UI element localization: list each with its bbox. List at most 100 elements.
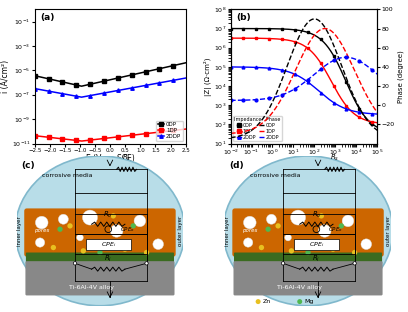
0DP <box>246 27 251 31</box>
FancyBboxPatch shape <box>86 239 131 250</box>
0DP <box>334 59 339 63</box>
2DDP <box>375 112 380 116</box>
2DDP <box>183 76 188 80</box>
Circle shape <box>339 223 344 229</box>
Circle shape <box>244 216 256 229</box>
Text: $R_s$: $R_s$ <box>122 153 131 163</box>
1DP <box>122 134 126 138</box>
Circle shape <box>97 250 103 255</box>
Text: inner layer: inner layer <box>17 216 22 246</box>
Circle shape <box>58 214 69 224</box>
Circle shape <box>305 250 311 255</box>
Circle shape <box>244 238 253 247</box>
Text: $R_o$: $R_o$ <box>312 210 321 220</box>
Circle shape <box>266 227 271 232</box>
0DP <box>59 80 64 84</box>
0DP <box>71 83 76 86</box>
1DP <box>335 90 340 94</box>
X-axis label: E (V vs. SCE): E (V vs. SCE) <box>86 154 135 163</box>
FancyBboxPatch shape <box>294 239 339 250</box>
Circle shape <box>319 213 324 219</box>
1DP <box>320 65 325 68</box>
Circle shape <box>285 234 291 241</box>
Circle shape <box>297 299 302 304</box>
1DP <box>183 127 188 131</box>
2DDP <box>228 65 233 69</box>
Circle shape <box>58 227 63 232</box>
1DP <box>133 133 138 137</box>
Text: outer layer: outer layer <box>386 216 391 246</box>
1DP <box>228 36 233 40</box>
Circle shape <box>361 239 372 250</box>
2DDP <box>59 92 64 95</box>
Circle shape <box>282 262 285 265</box>
1DP <box>32 134 37 138</box>
Text: $CPE_i$: $CPE_i$ <box>309 240 324 249</box>
0DP <box>183 61 188 65</box>
Y-axis label: |Z| (Ω·cm²): |Z| (Ω·cm²) <box>204 57 213 96</box>
Text: $CPE_o$: $CPE_o$ <box>120 225 135 234</box>
Circle shape <box>51 245 56 250</box>
2DDP <box>122 87 126 91</box>
Circle shape <box>110 225 123 237</box>
Circle shape <box>308 242 315 250</box>
1DP <box>101 137 106 140</box>
Legend: 0DP, 1DP, 2DDP: 0DP, 1DP, 2DDP <box>156 121 183 141</box>
Y-axis label: i (A/cm²): i (A/cm²) <box>1 60 10 93</box>
FancyBboxPatch shape <box>26 252 174 264</box>
Circle shape <box>353 262 356 265</box>
0DP <box>276 27 281 31</box>
Circle shape <box>100 242 107 250</box>
Text: pores: pores <box>34 227 50 232</box>
0DP <box>101 80 106 83</box>
Circle shape <box>259 245 264 250</box>
1DP <box>375 121 380 124</box>
Text: $R_o$: $R_o$ <box>104 210 113 220</box>
0DP <box>228 27 233 30</box>
Text: $R_i$: $R_i$ <box>104 254 112 264</box>
Text: Zn: Zn <box>262 299 271 304</box>
Circle shape <box>290 210 306 225</box>
0DP <box>32 74 37 78</box>
1DP <box>334 89 339 93</box>
Circle shape <box>153 239 164 250</box>
Ellipse shape <box>15 156 185 306</box>
2DDP <box>101 91 106 95</box>
Circle shape <box>81 248 86 254</box>
2DDP <box>246 65 251 69</box>
0DP <box>146 69 151 73</box>
FancyBboxPatch shape <box>232 208 384 257</box>
FancyBboxPatch shape <box>24 208 176 257</box>
2DDP <box>286 70 291 74</box>
Circle shape <box>35 216 48 229</box>
Text: Mg: Mg <box>304 299 313 304</box>
1DP <box>146 131 151 135</box>
Text: Ti-6Al-4V alloy: Ti-6Al-4V alloy <box>69 285 114 290</box>
Line: 2DDP: 2DDP <box>229 66 379 115</box>
1DP <box>246 36 251 40</box>
Circle shape <box>131 223 136 229</box>
Text: Ti-6Al-4V alloy: Ti-6Al-4V alloy <box>277 285 322 290</box>
1DP <box>286 38 291 42</box>
Text: (c): (c) <box>21 161 35 170</box>
Y-axis label: Phase (degree): Phase (degree) <box>397 50 404 103</box>
2DDP <box>79 95 84 99</box>
2DDP <box>334 102 339 106</box>
1DP <box>79 139 84 143</box>
Line: 0DP: 0DP <box>229 27 379 129</box>
FancyBboxPatch shape <box>234 252 382 264</box>
2DDP <box>32 87 37 90</box>
1DP <box>276 37 281 41</box>
Text: $R_s$: $R_s$ <box>330 153 339 163</box>
Text: (a): (a) <box>41 13 55 22</box>
0DP <box>320 40 325 43</box>
0DP <box>133 72 138 76</box>
Text: corrosive media: corrosive media <box>250 173 300 178</box>
Line: 1DP: 1DP <box>33 127 187 143</box>
Text: $CPE_o$: $CPE_o$ <box>328 225 343 234</box>
Circle shape <box>134 215 146 227</box>
Circle shape <box>67 223 73 229</box>
Circle shape <box>318 225 331 237</box>
Text: (d): (d) <box>229 161 244 170</box>
0DP <box>335 61 340 64</box>
